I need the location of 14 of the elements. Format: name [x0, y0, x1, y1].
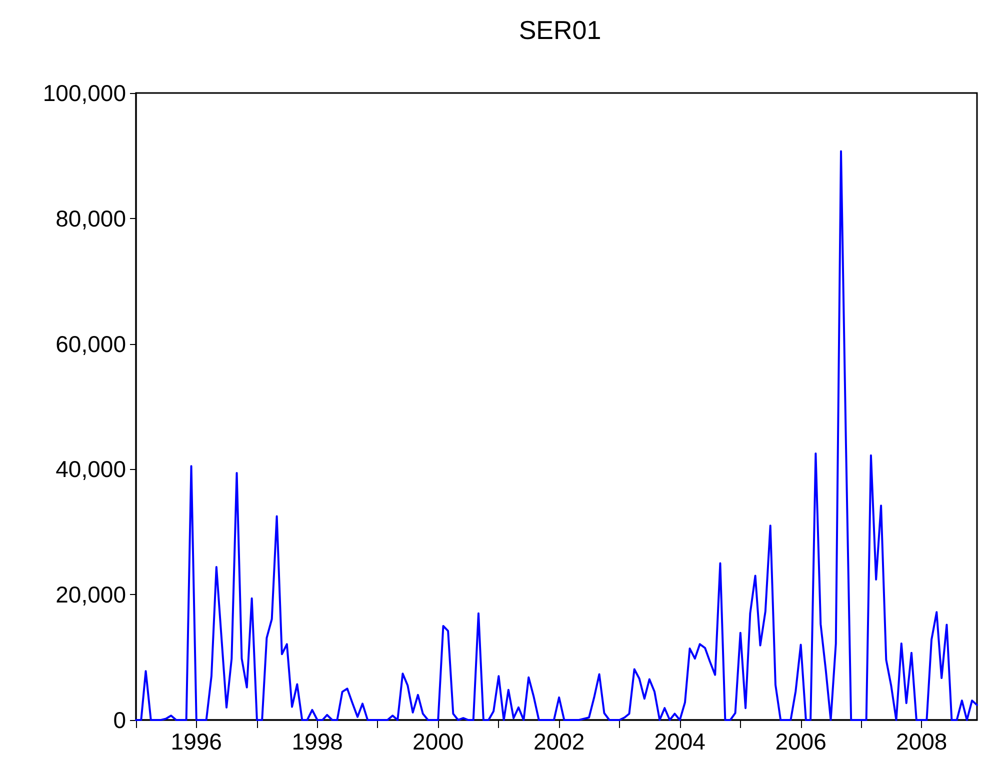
x-tick-label: 2000 — [412, 728, 464, 754]
chart-title: SER01 — [518, 15, 602, 45]
x-tick-label: 2008 — [896, 728, 948, 754]
x-tick-label: 1998 — [292, 728, 343, 754]
y-tick-label: 0 — [113, 707, 126, 733]
y-tick-label: 40,000 — [56, 456, 126, 482]
x-tick-label: 2004 — [654, 728, 706, 754]
y-tick-label: 80,000 — [56, 205, 126, 232]
y-tick-label: 20,000 — [56, 582, 126, 608]
x-tick-label: 2002 — [533, 728, 585, 754]
x-tick-label: 2006 — [775, 728, 826, 754]
y-tick-label: 100,000 — [42, 80, 126, 106]
y-tick-label: 60,000 — [56, 330, 126, 357]
x-tick-label: 1996 — [170, 728, 222, 754]
